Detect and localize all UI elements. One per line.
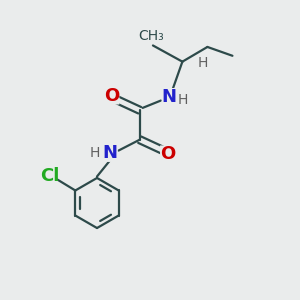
Text: O: O bbox=[104, 86, 119, 104]
Text: Cl: Cl bbox=[40, 167, 60, 184]
Text: H: H bbox=[198, 56, 208, 70]
Text: N: N bbox=[103, 144, 118, 162]
Text: CH₃: CH₃ bbox=[139, 28, 164, 43]
Text: O: O bbox=[160, 146, 175, 164]
Text: H: H bbox=[177, 93, 188, 107]
Text: N: N bbox=[162, 88, 177, 106]
Text: H: H bbox=[90, 146, 100, 160]
